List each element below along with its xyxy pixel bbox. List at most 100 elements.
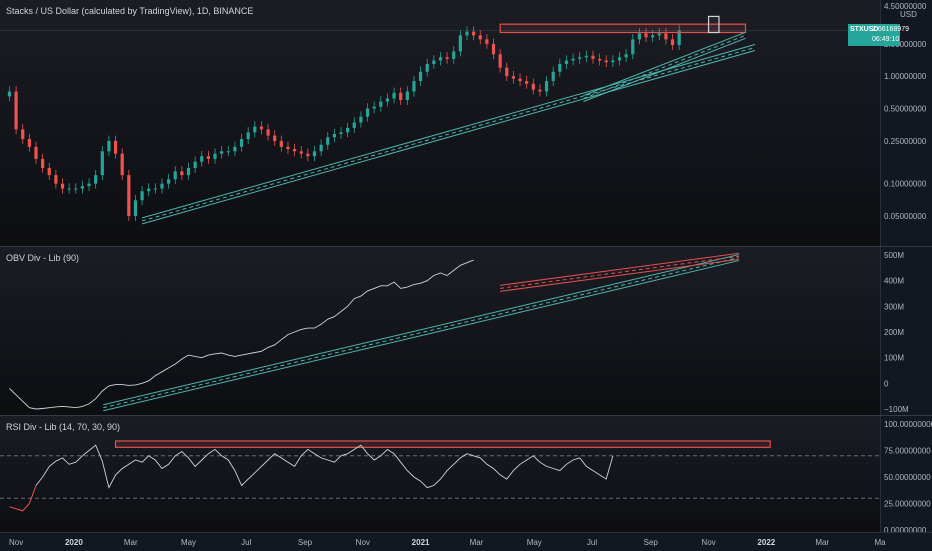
obv-axis-tick: 0 [884,379,889,388]
obv-trend-channel-edge [103,254,739,406]
candle [306,153,310,157]
rsi-axis-tick: 50.00000000 [884,473,931,482]
candle [167,179,171,184]
candle [551,71,555,82]
obv-trend-channel-edge [103,260,739,412]
rsi-line [35,444,614,489]
obv-axis-tick: 400M [884,277,904,286]
time-axis[interactable]: Nov 2020 Mar May Jul Sep Nov 2021 Mar May Jul Sep No… [0,532,932,551]
candle [452,51,456,59]
candle [153,188,157,190]
pane-separator[interactable] [0,415,932,416]
time-axis-label: Mar [470,538,484,547]
candle [564,60,569,64]
trend-channel-edge [583,31,746,96]
candle [266,129,270,136]
candle [127,175,131,216]
obv-axis-tick: 200M [884,328,904,337]
candle [511,76,516,79]
obv-axis-tick: −100M [884,405,909,414]
candle [365,108,370,117]
price-pane[interactable]: 4.50000000 2.00000000 1.00000000 0.50000000… [0,0,932,246]
candle [438,57,443,61]
price-axis-tick: 2.00000000 [884,40,927,49]
rsi-axis[interactable] [880,416,932,532]
candle [34,146,38,159]
candle [531,83,535,90]
rsi-axis-tick: 100.00000000 [884,420,932,429]
candle [292,149,297,152]
time-axis-label: May [527,538,542,547]
obv-chart[interactable]: 500M 400M 300M 200M 100M 0 −100M [0,247,932,415]
candle [405,91,409,101]
last-price-value: 2.66168979 [872,26,909,33]
candle [27,139,31,147]
rsi-chart[interactable]: 100.00000000 75.00000000 50.00000000 25.000… [0,416,932,532]
candle [239,139,244,147]
candle [604,60,608,63]
candle [346,127,350,133]
candle [332,133,336,138]
pane-separator[interactable] [0,246,932,247]
candle [273,135,277,141]
candle [246,132,250,140]
price-chart[interactable]: 4.50000000 2.00000000 1.00000000 0.50000000… [0,0,932,246]
obv-trend-channel [500,252,739,292]
candle [657,33,661,36]
candle [651,35,655,38]
candle [74,188,78,190]
price-axis-tick: 0.25000000 [884,137,927,146]
candle [120,153,124,176]
candle [399,92,403,101]
obv-trend-channel-mid [103,257,739,409]
price-axis-tick: 0.10000000 [884,180,927,189]
obv-trend-channel-mid [500,255,739,289]
candle [220,151,224,154]
candle [637,33,641,40]
candle [253,126,257,133]
time-axis-label: Nov [9,538,23,547]
obv-axis-tick: 100M [884,354,904,363]
candle [432,60,436,64]
candle [299,151,303,154]
candle [47,167,51,176]
time-axis-label: Nov [356,538,370,547]
candle [319,144,323,152]
candle [100,151,104,176]
time-axis-label: 2021 [412,538,430,547]
symbol-label: STXUSD [850,26,879,33]
candle [312,151,317,157]
obv-legend: OBV Div - Lib (90) [6,253,80,263]
time-axis-label: Sep [298,538,313,547]
candle [571,58,575,61]
candle [624,54,628,58]
candle [525,81,529,84]
rsi-legend: RSI Div - Lib (14, 70, 30, 90) [6,422,121,432]
candle [664,33,668,40]
time-axis-label: 2022 [757,538,775,547]
price-axis-tick: 0.50000000 [884,105,927,114]
bar-countdown: 06:49:10 [872,36,900,43]
candle [60,183,65,189]
obv-axis[interactable] [880,247,932,415]
candle [425,63,429,72]
rsi-pane[interactable]: 100.00000000 75.00000000 50.00000000 25.000… [0,416,932,532]
candle [107,140,111,152]
obv-trend-channel-edge [500,258,739,292]
candle [200,156,204,162]
obv-pane[interactable]: 500M 400M 300M 200M 100M 0 −100M OBV Div - Lib… [0,247,932,415]
candle [631,39,635,55]
candle [544,81,549,92]
candle [458,35,462,52]
obv-axis-tick: 300M [884,302,904,311]
candle [186,167,191,176]
candle [591,55,595,59]
candle [598,58,602,61]
rsi-axis-tick: 75.00000000 [884,447,931,456]
rsi-pane-background [0,416,880,532]
candle [372,106,376,109]
obv-axis-tick: 500M [884,251,904,260]
time-axis-label: Nov [701,538,715,547]
trend-channel-edge [583,37,746,102]
candle [578,57,582,59]
